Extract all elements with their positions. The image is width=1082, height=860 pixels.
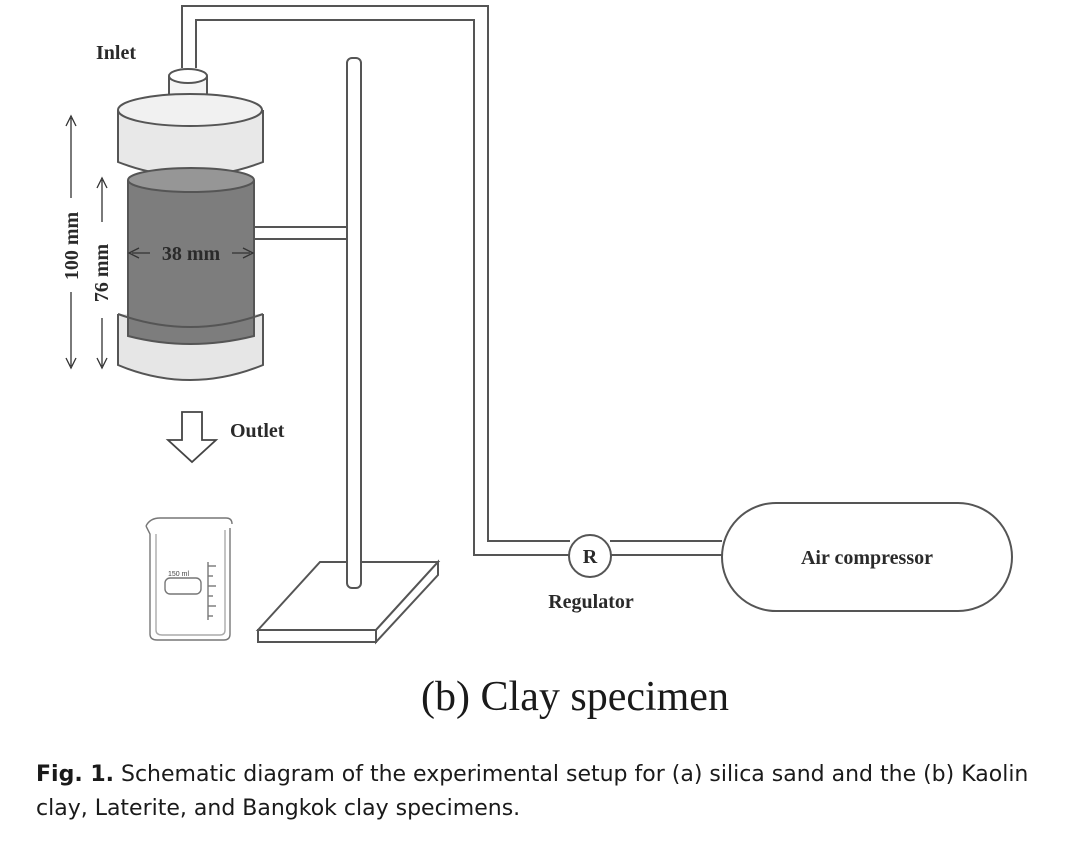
experimental-setup-diagram: 100 mm 76 mm 38 mm Inlet Outlet 150 ml R… bbox=[61, 5, 1013, 720]
subcaption: (b) Clay specimen bbox=[421, 674, 729, 720]
regulator-label: Regulator bbox=[548, 591, 634, 613]
dimension-markers bbox=[65, 114, 255, 370]
air-compressor-label: Air compressor bbox=[801, 547, 933, 569]
outlet-label: Outlet bbox=[230, 420, 285, 442]
specimen-cell bbox=[117, 68, 264, 381]
figure-caption: Fig. 1. Schematic diagram of the experim… bbox=[36, 758, 1046, 826]
diameter-label: 38 mm bbox=[162, 243, 221, 265]
beaker-volume-label: 150 ml bbox=[168, 571, 189, 578]
regulator-icon bbox=[568, 534, 612, 578]
caption-text: Schematic diagram of the experimental se… bbox=[36, 762, 1029, 821]
retort-stand bbox=[255, 57, 441, 645]
specimen-height-label: 76 mm bbox=[91, 244, 113, 303]
caption-prefix: Fig. 1. bbox=[36, 762, 114, 787]
clamp-arm bbox=[253, 226, 351, 240]
total-height-label: 100 mm bbox=[61, 212, 83, 281]
beaker bbox=[145, 517, 233, 641]
outlet-arrow bbox=[165, 411, 219, 464]
regulator-symbol: R bbox=[583, 546, 598, 568]
inlet-label: Inlet bbox=[96, 42, 136, 64]
air-compressor bbox=[721, 502, 1013, 612]
clay-specimen bbox=[127, 180, 255, 345]
air-pipe bbox=[181, 5, 722, 556]
